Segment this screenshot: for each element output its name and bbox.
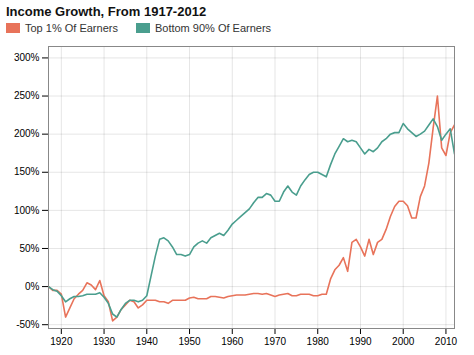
svg-text:1980: 1980	[307, 336, 330, 347]
html-text:Bottom 90% Of Earners: Bottom 90% Of Earners	[154, 22, 272, 34]
svg-text:1920: 1920	[50, 336, 73, 347]
svg-text:1970: 1970	[264, 336, 287, 347]
svg-text:-50%: -50%	[16, 319, 39, 330]
svg-text:1990: 1990	[349, 336, 372, 347]
svg-text:200%: 200%	[14, 128, 40, 139]
svg-text:1930: 1930	[93, 336, 116, 347]
svg-text:1950: 1950	[178, 336, 201, 347]
svg-text:50%: 50%	[19, 243, 39, 254]
html-text:Top 1% Of Earners: Top 1% Of Earners	[25, 22, 118, 34]
svg-text:2000: 2000	[392, 336, 415, 347]
svg-text:2010: 2010	[435, 336, 458, 347]
svg-text:250%: 250%	[14, 90, 40, 101]
svg-text:300%: 300%	[14, 52, 40, 63]
svg-text:0%: 0%	[25, 281, 40, 292]
svg-text:100%: 100%	[14, 205, 40, 216]
svg-text:1940: 1940	[136, 336, 159, 347]
html-text:Income Growth, From 1917-2012: Income Growth, From 1917-2012	[6, 4, 207, 19]
svg-text:150%: 150%	[14, 166, 40, 177]
svg-text:1960: 1960	[221, 336, 244, 347]
